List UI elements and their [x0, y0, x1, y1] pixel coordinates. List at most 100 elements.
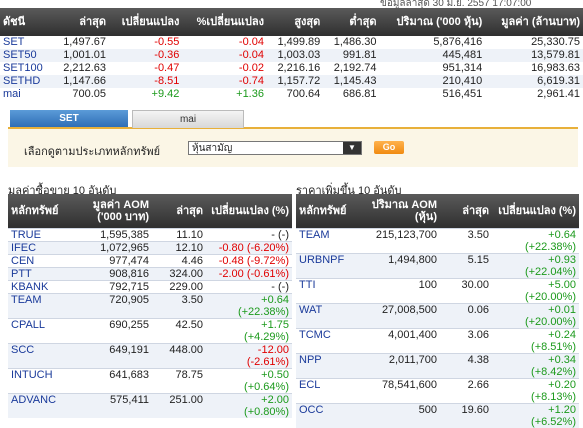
index-col-header: ต่ำสุด — [323, 8, 380, 36]
index-high: 2,216.16 — [266, 62, 324, 75]
top-gainers-row-sub: (+20.00%) — [296, 316, 579, 329]
top-value-symbol[interactable]: CPALL — [8, 318, 70, 331]
top-value-symbol[interactable]: PTT — [8, 267, 70, 281]
top-value-symbol[interactable]: SCC — [8, 343, 70, 356]
security-type-select[interactable]: หุ้นสามัญ ▼ — [188, 141, 362, 155]
top-value-aom: 690,255 — [70, 318, 152, 331]
top-gainers-aom: 78,541,600 — [356, 378, 440, 391]
top-gainers-blank — [440, 416, 492, 428]
top-gainers-change-pct: (+22.04%) — [492, 266, 579, 279]
top-gainers-change-pct: (+8.51%) — [492, 341, 579, 354]
index-name[interactable]: mai — [0, 88, 53, 101]
top-value-row-sub: (+4.29%) — [8, 331, 292, 344]
top-value-row[interactable]: CPALL 690,255 42.50 +1.75 — [8, 318, 292, 331]
index-name[interactable]: SET — [0, 36, 53, 49]
top-gainers-symbol[interactable]: OCC — [296, 403, 356, 416]
top-value-row[interactable]: CEN 977,474 4.46 -0.48 (-9.72%) — [8, 254, 292, 268]
top-gainers-row[interactable]: URBNPF 1,494,800 5.15 +0.93 — [296, 253, 579, 266]
top-gainers-symbol[interactable]: TCMC — [296, 328, 356, 341]
top-value-change: -0.48 (-9.72%) — [206, 254, 292, 268]
top-gainers-row[interactable]: TEAM 215,123,700 3.50 +0.64 — [296, 228, 579, 241]
top-gainers-change: +0.24 — [492, 328, 579, 341]
index-name[interactable]: SET50 — [0, 49, 53, 62]
index-row[interactable]: SETHD 1,147.66 -8.51 -0.74 1,157.72 1,145.43 2… — [0, 75, 583, 88]
top-value-change: - (-) — [206, 280, 292, 294]
top-value-blank — [8, 331, 70, 344]
index-low: 686.81 — [323, 88, 380, 101]
market-tabs: SET mai — [8, 110, 578, 129]
top-gainers-last: 19.60 — [440, 403, 492, 416]
top-value-row[interactable]: TRUE 1,595,385 11.10- (-) — [8, 228, 292, 242]
index-col-header: มูลค่า (ล้านบาท) — [485, 8, 583, 36]
index-row[interactable]: SET 1,497.67 -0.55 -0.04 1,499.89 1,486.30 5,8… — [0, 36, 583, 49]
top-gainers-last: 3.50 — [440, 228, 492, 241]
top-gainers-row[interactable]: NPP 2,011,700 4.38 +0.34 — [296, 353, 579, 366]
top-value-col-header: เปลี่ยนแปลง (%) — [206, 194, 292, 229]
top-gainers-aom: 100 — [356, 278, 440, 291]
top-value-col-header: หลักทรัพย์ — [8, 194, 70, 229]
index-vol: 445,481 — [379, 49, 486, 62]
top-gainers-change: +0.64 — [492, 228, 579, 241]
top-gainers-row[interactable]: TTI 100 30.00 +5.00 — [296, 278, 579, 291]
top-gainers-row[interactable]: WAT 27,008,500 0.06 +0.01 — [296, 303, 579, 316]
top-value-last: 229.00 — [152, 280, 206, 294]
top-value-symbol[interactable]: KBANK — [8, 280, 70, 294]
top-value-blank — [70, 331, 152, 344]
go-button[interactable]: Go — [374, 141, 404, 154]
top-gainers-blank — [356, 391, 440, 404]
top-value-last: 324.00 — [152, 267, 206, 281]
top-value-row[interactable]: PTT 908,816 324.00 -2.00 (-0.61%) — [8, 267, 292, 281]
index-vol: 210,410 — [379, 75, 486, 88]
index-vol: 951,314 — [379, 62, 486, 75]
index-val: 16,983.63 — [485, 62, 583, 75]
top-value-row[interactable]: TEAM 720,905 3.50 +0.64 — [8, 293, 292, 306]
tab-set[interactable]: SET — [10, 110, 128, 127]
top-value-symbol[interactable]: CEN — [8, 254, 70, 268]
index-name[interactable]: SET100 — [0, 62, 53, 75]
top-value-row[interactable]: IFEC 1,072,965 12.10 -0.80 (-6.20%) — [8, 241, 292, 255]
top-gainers-symbol[interactable]: WAT — [296, 303, 356, 316]
top-gainers-symbol[interactable]: TTI — [296, 278, 356, 291]
top-gainers-aom: 1,494,800 — [356, 253, 440, 266]
index-low: 2,192.74 — [323, 62, 380, 75]
top-value-blank — [152, 356, 206, 369]
top-value-change: -12.00 — [206, 343, 292, 356]
top-value-change: +0.64 — [206, 293, 292, 306]
top-value-symbol[interactable]: INTUCH — [8, 368, 70, 381]
top-gainers-last: 5.15 — [440, 253, 492, 266]
top-gainers-change-pct: (+8.42%) — [492, 366, 579, 379]
index-row[interactable]: SET50 1,001.01 -0.36 -0.04 1,003.03 991.81 445… — [0, 49, 583, 62]
top-gainers-blank — [296, 366, 356, 379]
top-gainers-change: +0.93 — [492, 253, 579, 266]
top-gainers-row[interactable]: TCMC 4,001,400 3.06 +0.24 — [296, 328, 579, 341]
top-gainers-symbol[interactable]: URBNPF — [296, 253, 356, 266]
chevron-down-icon[interactable]: ▼ — [343, 142, 361, 154]
top-value-row[interactable]: KBANK 792,715 229.00- (-) — [8, 280, 292, 294]
top-value-symbol[interactable]: IFEC — [8, 241, 70, 255]
top-value-change-pct: (+0.80%) — [206, 406, 292, 418]
top-value-row[interactable]: ADVANC 575,411 251.00 +2.00 — [8, 393, 292, 406]
top-gainers-symbol[interactable]: TEAM — [296, 228, 356, 241]
index-low: 1,486.30 — [323, 36, 380, 49]
tab-mai[interactable]: mai — [132, 110, 244, 128]
top-value-symbol[interactable]: ADVANC — [8, 393, 70, 406]
top-gainers-symbol[interactable]: NPP — [296, 353, 356, 366]
index-last: 1,497.67 — [52, 36, 110, 49]
filter-label: เลือกดูตามประเภทหลักทรัพย์ — [24, 146, 161, 158]
index-name[interactable]: SETHD — [0, 75, 53, 88]
top-value-symbol[interactable]: TEAM — [8, 293, 70, 306]
top-gainers-symbol[interactable]: ECL — [296, 378, 356, 391]
index-vol: 5,876,416 — [379, 36, 486, 49]
index-row[interactable]: SET100 2,212.63 -0.47 -0.02 2,216.16 2,192.74… — [0, 62, 583, 75]
top-value-symbol[interactable]: TRUE — [8, 228, 70, 242]
top-gainers-row[interactable]: OCC 500 19.60 +1.20 — [296, 403, 579, 416]
top-value-row[interactable]: INTUCH 641,683 78.75 +0.50 — [8, 368, 292, 381]
top-gainers-row[interactable]: ECL 78,541,600 2.66 +0.20 — [296, 378, 579, 391]
top-value-aom: 1,072,965 — [70, 241, 152, 255]
top-value-blank — [70, 406, 152, 418]
top-value-row[interactable]: SCC 649,191 448.00 -12.00 — [8, 343, 292, 356]
top-value-last: 4.46 — [152, 254, 206, 268]
index-pct: -0.04 — [182, 36, 267, 49]
index-row[interactable]: mai 700.05 +9.42 +1.36 700.64 686.81 516,451 2,… — [0, 88, 583, 101]
index-chg: -0.55 — [109, 36, 183, 49]
